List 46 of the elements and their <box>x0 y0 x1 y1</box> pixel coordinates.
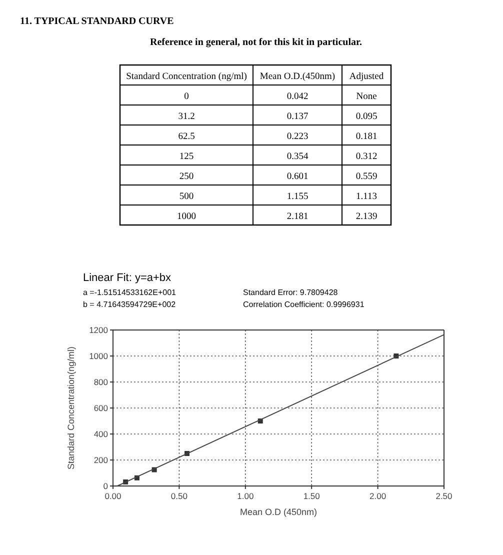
text: 500 <box>179 192 194 202</box>
chart-title: Linear Fit: y=a+bx <box>83 272 172 284</box>
x-tick-label: 2.50 <box>436 491 453 501</box>
x-axis-title: Mean O.D (450nm) <box>240 507 318 517</box>
text: 0.042 <box>286 92 308 102</box>
text: Standard Error: 9.7809428 <box>243 288 338 297</box>
y-tick-label: 400 <box>94 429 108 439</box>
text: 0.559 <box>356 172 378 182</box>
text: 2.181 <box>286 212 308 222</box>
x-tick-label: 0.00 <box>104 491 122 501</box>
text: None <box>356 92 377 102</box>
x-tick-label: 1.50 <box>303 491 320 501</box>
y-tick-label: 0 <box>103 481 108 491</box>
x-tick-label: 0.50 <box>170 491 188 501</box>
text: 1.155 <box>286 192 308 202</box>
text: 0.601 <box>286 172 308 182</box>
text: 125 <box>179 152 194 162</box>
text: b = 4.71643594729E+002 <box>83 300 176 309</box>
text: 11. TYPICAL STANDARD CURVE <box>20 16 174 27</box>
x-tick-label: 2.00 <box>370 491 386 501</box>
x-tick-label: 1.00 <box>237 491 254 501</box>
text: 62.5 <box>178 132 196 142</box>
y-axis-title: Standard Concentration(ng/ml) <box>66 346 76 470</box>
text: Reference in general, not for this kit in particular. <box>150 37 362 48</box>
text: 0.137 <box>286 112 308 122</box>
text: a =-1.51514533162E+001 <box>83 288 177 297</box>
text: 250 <box>179 172 194 182</box>
text: 0.181 <box>356 132 378 142</box>
text: 0.095 <box>356 112 378 122</box>
text: Mean O.D.(450nm) <box>260 72 336 82</box>
text: 0.354 <box>286 152 308 162</box>
text: 1000 <box>177 212 196 222</box>
y-tick-label: 800 <box>94 377 108 387</box>
text: Adjusted <box>349 72 384 82</box>
text: Correlation Coefficient: 0.9996931 <box>243 300 365 309</box>
y-tick-label: 600 <box>94 403 108 413</box>
text: 0 <box>184 92 190 102</box>
y-tick-label: 1000 <box>89 351 108 361</box>
y-tick-label: 200 <box>94 455 108 465</box>
text: 0.223 <box>286 132 308 142</box>
text: 2.139 <box>356 212 378 222</box>
text: Standard Concentration (ng/ml) <box>126 72 247 82</box>
text: 0.312 <box>356 152 378 162</box>
text: 1.113 <box>356 192 378 202</box>
y-tick-label: 1200 <box>89 325 108 335</box>
text: 31.2 <box>178 112 196 122</box>
